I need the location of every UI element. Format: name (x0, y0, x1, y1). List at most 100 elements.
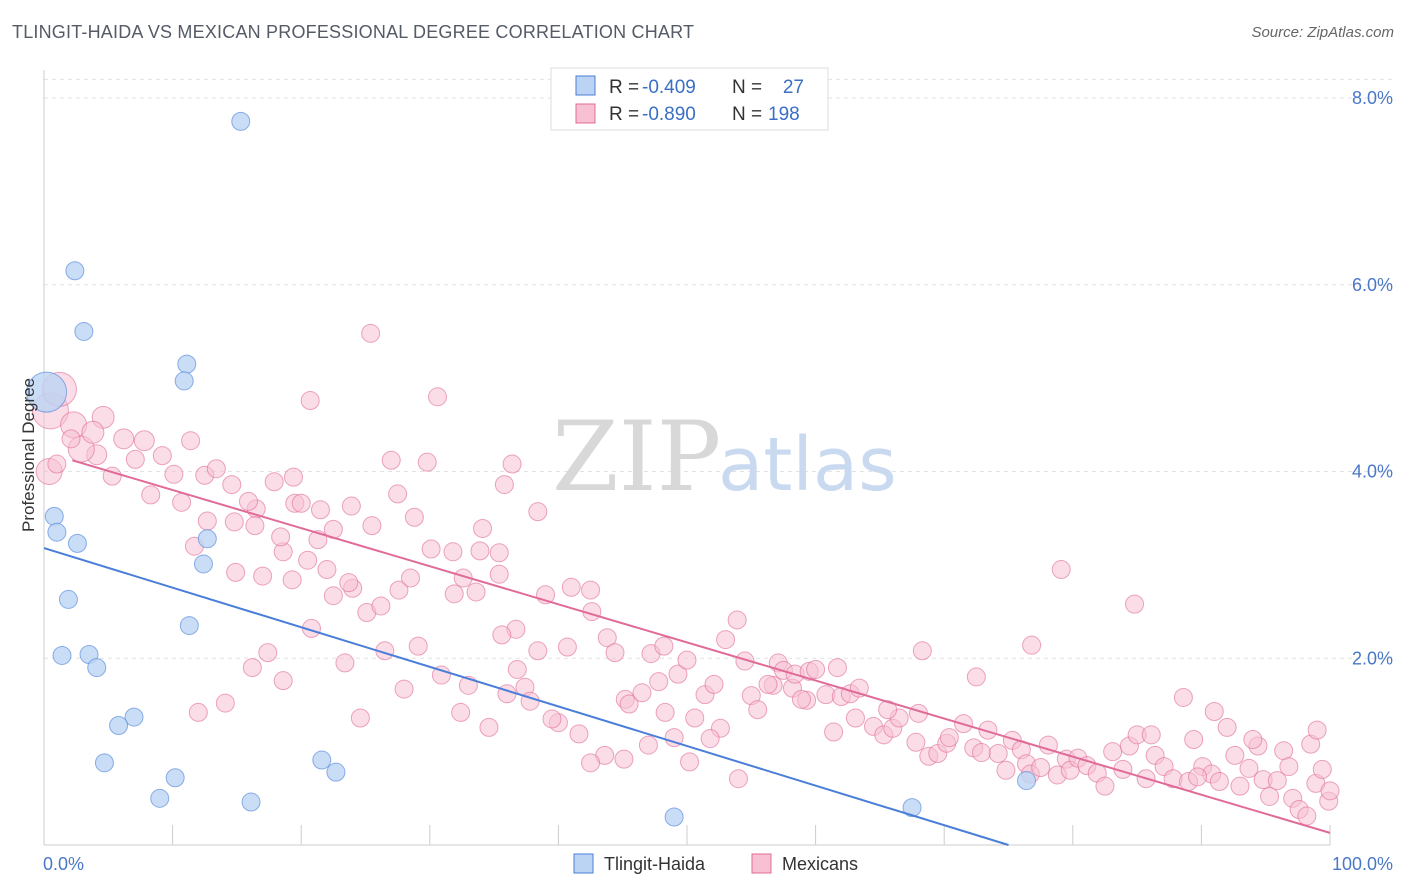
data-point-tlingit-haida (177, 354, 197, 374)
data-point-mexicans (258, 643, 278, 663)
data-point-mexicans (1312, 759, 1332, 779)
data-point-mexicans (141, 485, 161, 505)
legend-swatch-tlingit-haida (575, 75, 596, 96)
data-point-tlingit-haida (124, 707, 144, 727)
data-point-mexicans (1320, 781, 1340, 801)
data-point-mexicans (408, 636, 428, 656)
watermark: ZIP atlas (552, 401, 897, 513)
data-point-tlingit-haida (58, 589, 78, 609)
data-point-mexicans (507, 659, 527, 679)
data-point-mexicans (341, 496, 361, 516)
data-point-mexicans (1125, 594, 1145, 614)
legend-n-value: 27 (783, 77, 804, 98)
x-tick-label: 100.0% (1332, 854, 1393, 874)
data-point-mexicans (1230, 776, 1250, 796)
data-point-mexicans (988, 743, 1008, 763)
data-point-mexicans (581, 753, 601, 773)
data-point-mexicans (845, 708, 865, 728)
legend-n-label: N = (732, 77, 762, 98)
data-point-mexicans (528, 502, 548, 522)
data-point-mexicans (389, 580, 409, 600)
data-point-tlingit-haida (109, 715, 129, 735)
data-point-mexicans (971, 743, 991, 763)
data-point-mexicans (1095, 776, 1115, 796)
data-point-tlingit-haida (165, 768, 185, 788)
data-point-mexicans (1209, 772, 1229, 792)
data-point-tlingit-haida (65, 261, 85, 281)
data-point-mexicans (113, 428, 135, 450)
data-point-mexicans (939, 728, 959, 748)
data-point-mexicans (264, 472, 284, 492)
data-point-mexicans (664, 728, 684, 748)
data-point-tlingit-haida (1017, 771, 1037, 791)
bottom-legend-swatch-tlingit-haida (573, 853, 594, 874)
bottom-legend: Tlingit-Haida Mexicans (573, 853, 858, 874)
data-point-mexicans (421, 539, 441, 559)
data-point-tlingit-haida (67, 533, 87, 553)
data-point-mexicans (428, 387, 448, 407)
data-point-mexicans (226, 562, 246, 582)
data-point-mexicans (339, 573, 359, 593)
data-point-mexicans (827, 658, 847, 678)
data-point-mexicans (557, 637, 577, 657)
data-point-mexicans (597, 628, 617, 648)
data-point-tlingit-haida (150, 788, 170, 808)
data-point-mexicans (283, 467, 303, 487)
data-point-mexicans (966, 667, 986, 687)
data-point-mexicans (242, 658, 262, 678)
gridlines (44, 78, 1392, 659)
data-point-tlingit-haida (193, 554, 213, 574)
data-point-mexicans (1279, 757, 1299, 777)
data-point-tlingit-haida (326, 762, 346, 782)
data-point-mexicans (680, 752, 700, 772)
data-point-mexicans (878, 700, 898, 720)
data-point-mexicans (394, 679, 414, 699)
data-point-mexicans (1217, 717, 1237, 737)
data-point-mexicans (605, 643, 625, 663)
data-point-mexicans (685, 708, 705, 728)
legend: R = -0.409 N = 27 R = -0.890 N = 198 (550, 67, 829, 131)
data-point-mexicans (300, 391, 320, 411)
data-point-mexicans (1051, 560, 1071, 580)
data-point-mexicans (164, 464, 184, 484)
data-point-tlingit-haida (241, 792, 261, 812)
data-point-mexicans (906, 732, 926, 752)
data-point-mexicans (371, 596, 391, 616)
data-point-tlingit-haida (197, 529, 217, 549)
data-point-mexicans (758, 674, 778, 694)
data-point-mexicans (700, 729, 720, 749)
data-point-mexicans (473, 518, 493, 538)
data-point-mexicans (1307, 720, 1327, 740)
bottom-legend-swatch-mexicans (751, 853, 772, 874)
data-point-mexicans (497, 684, 517, 704)
data-point-mexicans (443, 542, 463, 562)
y-tick-label: 2.0% (1352, 648, 1393, 668)
data-point-mexicans (451, 702, 471, 722)
y-axis-label: Professional Degree (19, 378, 38, 532)
data-point-mexicans (479, 717, 499, 737)
data-point-mexicans (1204, 701, 1224, 721)
data-point-mexicans (569, 724, 589, 744)
data-point-tlingit-haida (312, 750, 332, 770)
data-point-tlingit-haida (231, 111, 251, 131)
data-point-mexicans (245, 516, 265, 536)
data-point-mexicans (1141, 725, 1161, 745)
data-point-mexicans (502, 454, 522, 474)
data-point-mexicans (1267, 771, 1287, 791)
data-point-mexicans (188, 702, 208, 722)
data-point-mexicans (1274, 741, 1294, 761)
data-point-mexicans (271, 527, 291, 547)
data-point-tlingit-haida (74, 321, 94, 341)
data-point-mexicans (542, 709, 562, 729)
data-point-tlingit-haida (174, 371, 194, 391)
data-point-mexicans (716, 630, 736, 650)
series-mexicans-points (31, 323, 1340, 826)
data-point-mexicans (388, 484, 408, 504)
data-point-mexicans (1031, 758, 1051, 777)
data-point-mexicans (806, 659, 826, 679)
watermark-atlas: atlas (718, 422, 897, 508)
y-tick-label: 6.0% (1352, 275, 1393, 295)
data-point-mexicans (912, 641, 932, 661)
trend-lines (43, 459, 1331, 846)
data-point-mexicans (253, 566, 273, 586)
